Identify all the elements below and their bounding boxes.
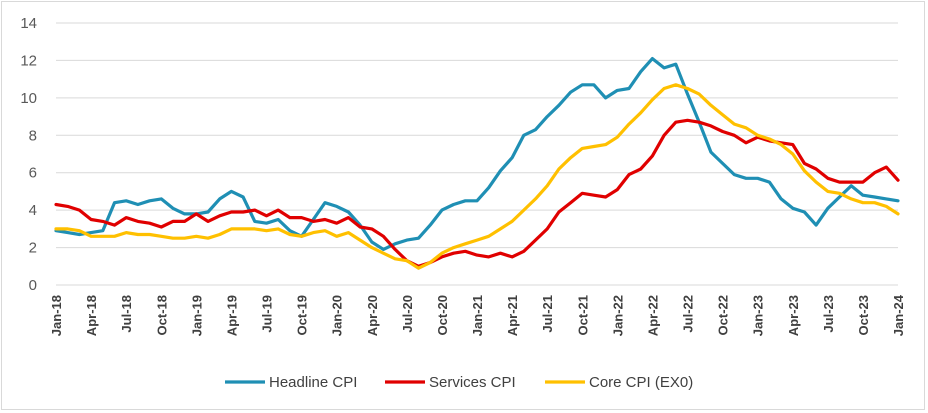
x-tick-label: Apr-18	[84, 295, 99, 336]
x-tick-label: Jan-18	[49, 295, 64, 336]
x-tick-label: Oct-18	[154, 295, 169, 335]
x-tick-label: Oct-21	[575, 295, 590, 335]
x-tick-label: Jan-19	[189, 295, 204, 336]
gridlines	[56, 22, 898, 286]
x-tick-label: Jan-22	[610, 295, 625, 336]
y-tick-label: 14	[20, 15, 37, 32]
x-tick-label: Apr-19	[224, 295, 239, 336]
series-lines	[54, 56, 900, 270]
legend-label: Services CPI	[429, 374, 516, 391]
legend-label: Core CPI (EX0)	[589, 374, 693, 391]
legend: Headline CPI Services CPI Core CPI (EX0)	[225, 374, 693, 391]
series-line-core-cpi-ex0	[54, 83, 900, 270]
y-tick-label: 12	[20, 52, 37, 69]
x-tick-label: Jul-18	[119, 295, 134, 333]
x-axis-ticks: Jan-18 Apr-18 Jul-18 Oct-18 Jan-19 Apr-19 Jul-…	[49, 294, 906, 336]
x-tick-label: Apr-23	[786, 295, 801, 336]
x-tick-label: Oct-23	[856, 295, 871, 335]
y-tick-label: 4	[29, 202, 37, 219]
y-tick-label: 8	[29, 127, 37, 144]
x-tick-label: Apr-20	[365, 295, 380, 336]
x-tick-label: Jul-22	[681, 295, 696, 333]
x-tick-label: Jul-19	[260, 295, 275, 333]
legend-label: Headline CPI	[269, 374, 357, 391]
x-tick-label: Oct-19	[295, 295, 310, 335]
x-tick-label: Jan-20	[330, 295, 345, 336]
x-tick-label: Oct-22	[716, 295, 731, 335]
series-line-services-cpi	[54, 118, 900, 268]
x-tick-label: Jan-24	[891, 294, 906, 336]
x-tick-label: Jan-23	[751, 295, 766, 336]
x-tick-label: Jul-21	[540, 295, 555, 333]
x-tick-label: Oct-20	[435, 295, 450, 335]
x-tick-label: Jul-23	[821, 295, 836, 333]
y-tick-label: 0	[29, 277, 37, 294]
x-tick-label: Apr-22	[645, 295, 660, 336]
y-axis-ticks: 0 2 4 6 8 10 12 14	[20, 15, 37, 294]
x-tick-label: Jul-20	[400, 295, 415, 333]
x-tick-label: Jan-21	[470, 295, 485, 336]
y-tick-label: 10	[20, 90, 37, 107]
y-tick-label: 2	[29, 240, 37, 257]
x-tick-label: Apr-21	[505, 295, 520, 336]
y-tick-label: 6	[29, 165, 37, 182]
